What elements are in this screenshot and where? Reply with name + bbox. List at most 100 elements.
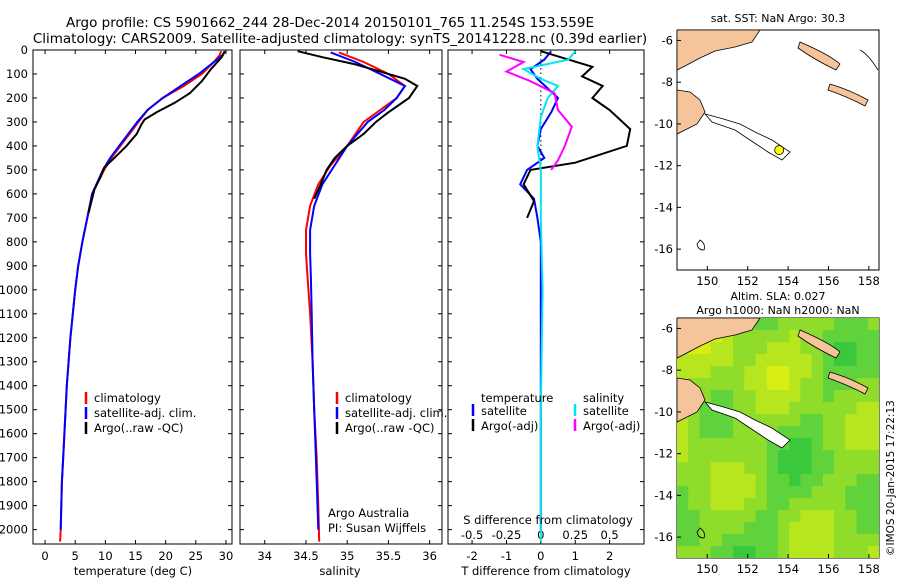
depth-tick-label: 1700 — [0, 451, 28, 465]
salinity-depth-ticks — [240, 49, 442, 531]
sla-map-subtitle: Argo h1000: NaN h2000: NaN — [696, 304, 859, 317]
sla-cell — [699, 510, 712, 523]
sla-cell — [867, 402, 879, 415]
sla-cell — [845, 522, 858, 535]
lon-tick-label: 150 — [696, 274, 718, 288]
sla-cell — [721, 414, 734, 427]
sla-heatmap-cells — [677, 318, 879, 558]
sla-cell — [778, 342, 790, 355]
s-tick-label: 0.5 — [600, 528, 618, 542]
t-difference-xlabel: T difference from climatology — [460, 564, 631, 578]
legend-label-argo: Argo(..raw -QC) — [345, 421, 435, 435]
sla-cell — [733, 474, 745, 487]
land-new-guinea — [677, 318, 761, 359]
sla-cell — [688, 546, 700, 558]
sla-cell — [766, 390, 779, 403]
sla-cell — [744, 354, 757, 367]
sla-cell — [721, 546, 734, 558]
sla-cell — [856, 354, 869, 367]
sla-cell — [744, 438, 757, 451]
sla-cell — [744, 342, 757, 355]
sla-map-panel: Altim. SLA: 0.027 Argo h1000: NaN h2000:… — [654, 290, 880, 576]
sla-cell — [744, 366, 757, 379]
sla-cell — [677, 426, 689, 439]
s-tick-label: -0.5 — [461, 528, 483, 542]
sla-cell — [744, 390, 757, 403]
sla-cell — [699, 462, 712, 475]
depth-tick-label: 800 — [6, 235, 28, 249]
sla-cell — [822, 546, 835, 558]
sla-cell — [699, 342, 712, 355]
legend-label-climatology: climatology — [94, 391, 161, 405]
lat-tick-label: -8 — [662, 363, 673, 377]
sla-cell — [834, 498, 846, 511]
sla-cell — [811, 426, 824, 439]
land-solomons — [827, 371, 869, 395]
sla-cell — [699, 414, 712, 427]
land-solomons — [827, 83, 869, 107]
sla-cell — [766, 402, 779, 415]
sla-cell — [778, 510, 790, 523]
s-tick-label: -0.25 — [492, 528, 522, 542]
lat-tick-label: -10 — [654, 405, 673, 419]
sla-cell — [778, 486, 790, 499]
sla-cell — [699, 366, 712, 379]
sla-map-coastlines — [677, 318, 869, 539]
sla-cell — [688, 498, 700, 511]
lat-tick-label: -14 — [654, 488, 673, 502]
sla-cell — [733, 354, 745, 367]
sla-cell — [800, 450, 813, 463]
sla-cell — [845, 546, 858, 558]
sla-cell — [677, 366, 689, 379]
sla-cell — [856, 402, 869, 415]
x-tick-label: 34 — [257, 549, 272, 563]
sla-cell — [733, 450, 745, 463]
lat-tick-label: -14 — [654, 200, 673, 214]
sla-cell — [766, 318, 779, 331]
sla-cell — [845, 486, 858, 499]
sla-cell — [845, 366, 858, 379]
sla-cell — [867, 414, 879, 427]
pi-label: PI: Susan Wijffels — [328, 521, 426, 535]
salinity-panel: 34 34.5 35 35.5 36 climatology satellite-adj… — [239, 49, 447, 578]
temperature-axes-frame — [32, 49, 233, 545]
sla-cell — [699, 450, 712, 463]
sla-cell — [834, 534, 846, 547]
sla-cell — [766, 438, 779, 451]
figure-title-line-2: Climatology: CARS2009. Satellite-adjuste… — [33, 31, 647, 47]
sla-cell — [811, 522, 824, 535]
sla-cell — [822, 414, 835, 427]
lon-tick-label: 156 — [818, 274, 840, 288]
sla-cell — [710, 498, 723, 511]
sla-cell — [755, 546, 768, 558]
island-chain-1 — [703, 401, 791, 449]
sla-cell — [867, 366, 879, 379]
sla-cell — [856, 534, 869, 547]
sla-cell — [710, 534, 723, 547]
sla-cell — [845, 414, 858, 427]
sla-cell — [822, 498, 835, 511]
sla-cell — [677, 486, 689, 499]
sla-cell — [766, 510, 779, 523]
depth-tick-label: 600 — [6, 187, 28, 201]
sla-cell — [800, 318, 813, 331]
sla-cell — [744, 534, 757, 547]
sla-cell — [778, 474, 790, 487]
legend-label-argo: Argo(..raw -QC) — [94, 421, 184, 435]
sla-cell — [789, 498, 801, 511]
sla-cell — [856, 342, 869, 355]
sla-cell — [789, 378, 801, 391]
sla-cell — [811, 390, 824, 403]
sla-cell — [688, 534, 700, 547]
x-tick-label: 20 — [158, 549, 173, 563]
sla-cell — [710, 546, 723, 558]
sla-cell — [789, 318, 801, 331]
sla-cell — [789, 534, 801, 547]
depth-tick-label: 200 — [6, 91, 28, 105]
depth-tick-label: 100 — [6, 67, 28, 81]
sla-cell — [800, 426, 813, 439]
sla-cell — [721, 522, 734, 535]
sla-cell — [800, 522, 813, 535]
sla-cell — [789, 354, 801, 367]
lat-tick-label: -6 — [662, 33, 673, 47]
